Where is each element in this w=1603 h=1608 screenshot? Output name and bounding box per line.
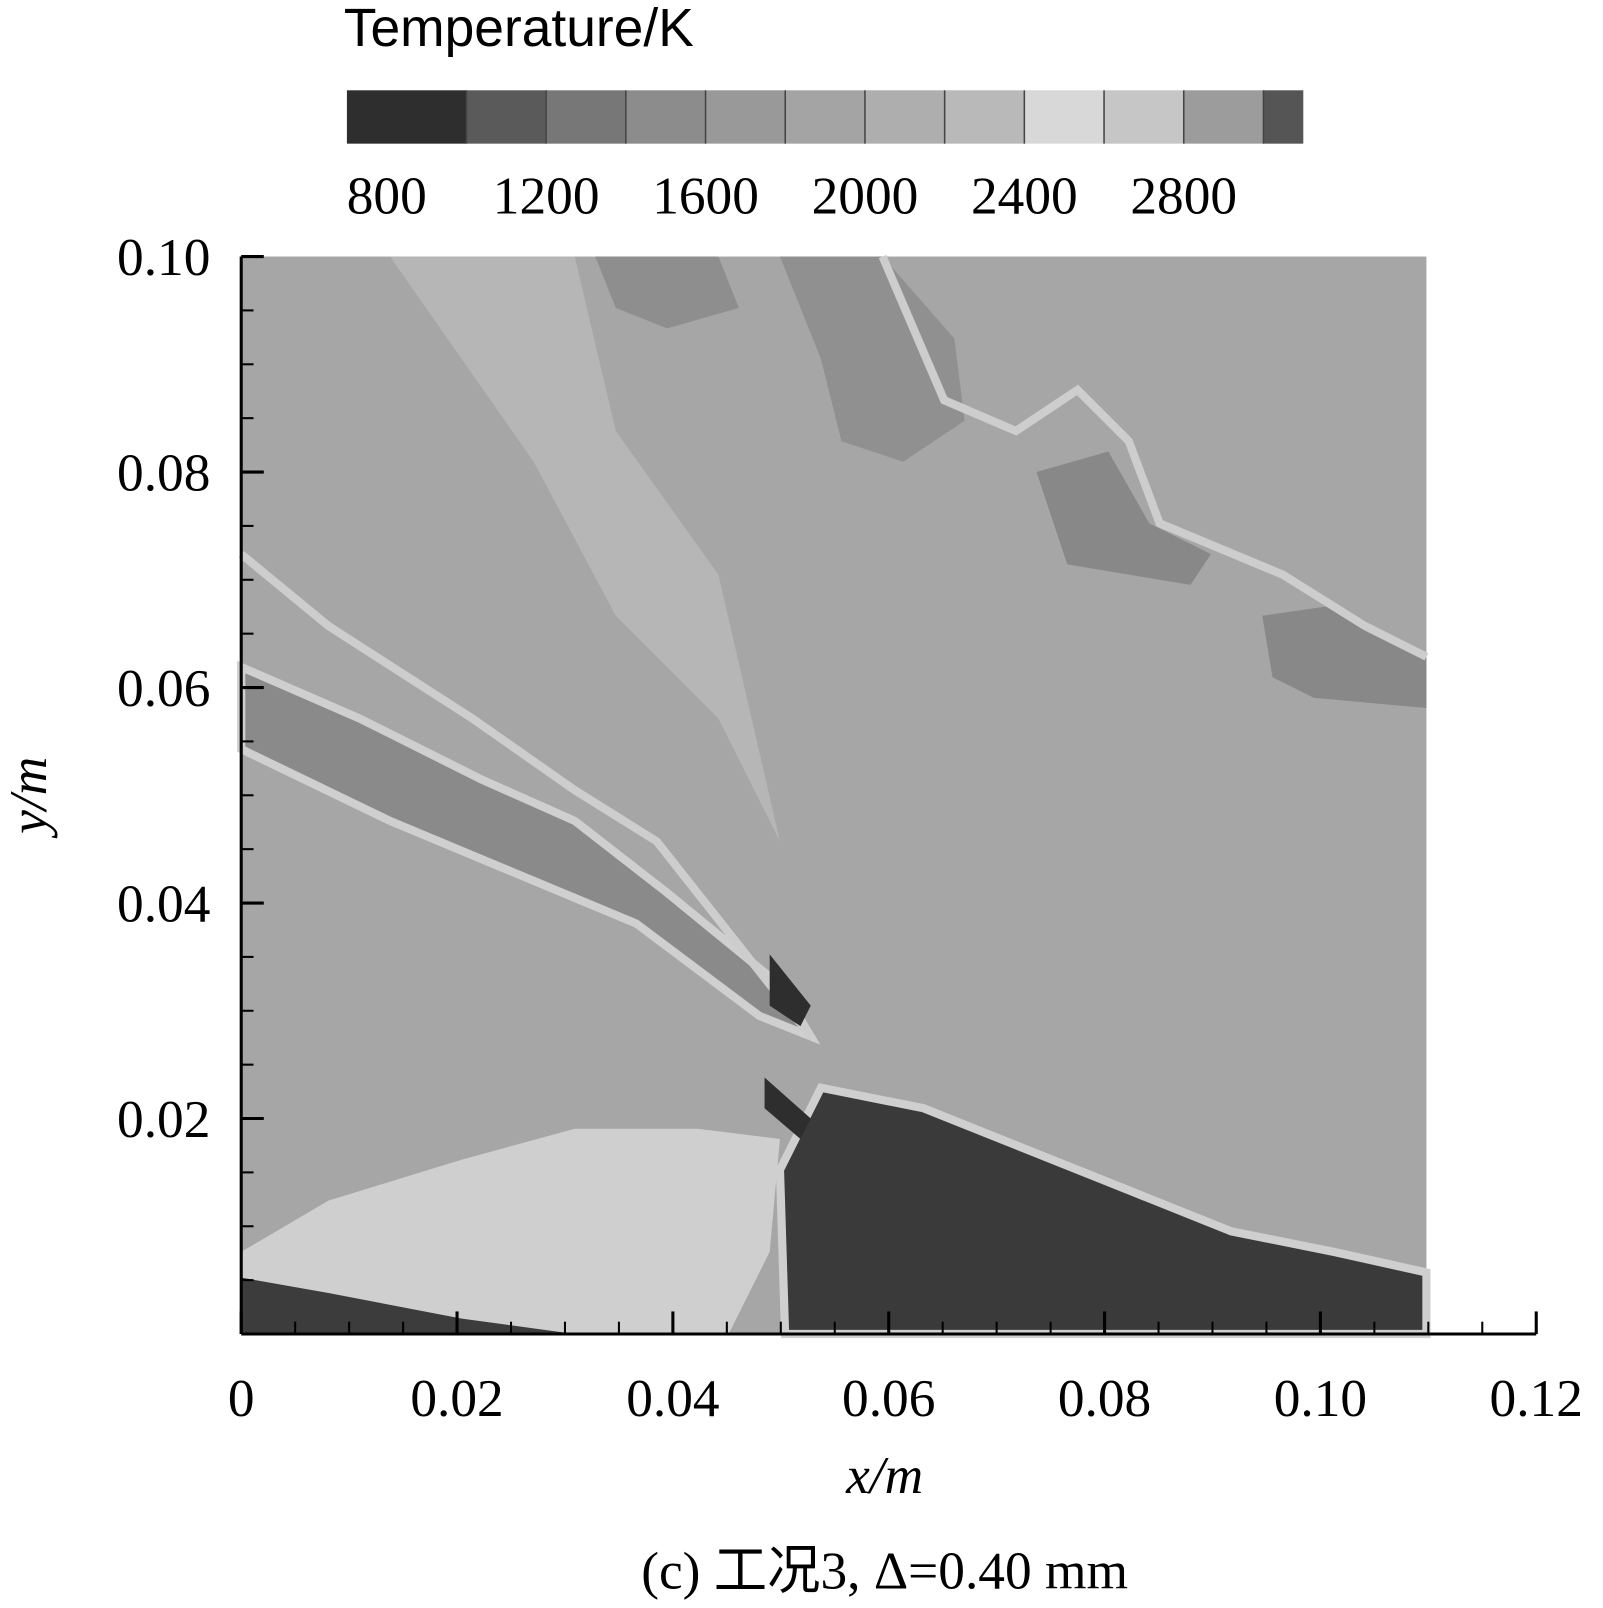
colorbar-title: Temperature/K	[344, 0, 694, 58]
colorbar-band	[944, 90, 1025, 144]
colorbar-band	[625, 90, 706, 144]
colorbar-tick-label: 1600	[652, 165, 759, 225]
field-front	[238, 550, 814, 1039]
colorbar-band	[864, 90, 945, 144]
field-region	[241, 1128, 780, 1335]
x-tick-label: 0.08	[1058, 1368, 1151, 1428]
y-tick-label: 0.04	[117, 873, 210, 933]
colorbar-band	[705, 90, 786, 144]
colorbar-tick-label: 2400	[971, 165, 1078, 225]
colorbar-tick-label: 2800	[1130, 165, 1237, 225]
x-tick-label: 0.04	[626, 1368, 719, 1428]
x-tick-label: 0.10	[1274, 1368, 1367, 1428]
colorbar-band	[1024, 90, 1105, 144]
field-region	[1262, 605, 1427, 709]
y-tick-label: 0.06	[117, 658, 210, 718]
field-region	[595, 256, 739, 329]
field-region	[775, 1083, 1431, 1339]
colorbar-band	[466, 90, 547, 144]
colorbar-tick-label: 800	[347, 165, 427, 225]
field-region	[390, 256, 780, 842]
caption: (c) 工况3, Δ=0.40 mm	[641, 1541, 1128, 1601]
colorbar-band	[546, 90, 626, 144]
colorbar-band	[1263, 90, 1304, 144]
colorbar-band	[785, 90, 865, 144]
temperature-field	[237, 254, 1431, 1339]
colorbar-tick-label: 2000	[812, 165, 919, 225]
field-front	[878, 254, 1429, 661]
field-region	[241, 1277, 575, 1335]
colorbar-tick-label: 1200	[493, 165, 600, 225]
field-region	[1036, 451, 1211, 585]
x-tick-label: 0.06	[842, 1368, 935, 1428]
x-tick-label: 0	[228, 1368, 255, 1428]
field-region	[764, 954, 811, 1140]
y-tick-label: 0.08	[117, 443, 210, 503]
y-tick-label: 0.02	[117, 1089, 210, 1149]
x-tick-label: 0.02	[410, 1368, 503, 1428]
colorbar-band	[1183, 90, 1264, 144]
x-tick-label: 0.12	[1490, 1368, 1583, 1428]
colorbar-band	[1104, 90, 1184, 144]
x-axis-label: x/m	[845, 1445, 923, 1505]
y-tick-label: 0.10	[117, 227, 210, 287]
y-axis-label: y/m	[0, 757, 58, 839]
colorbar-band	[346, 90, 467, 144]
field-region	[779, 256, 965, 462]
